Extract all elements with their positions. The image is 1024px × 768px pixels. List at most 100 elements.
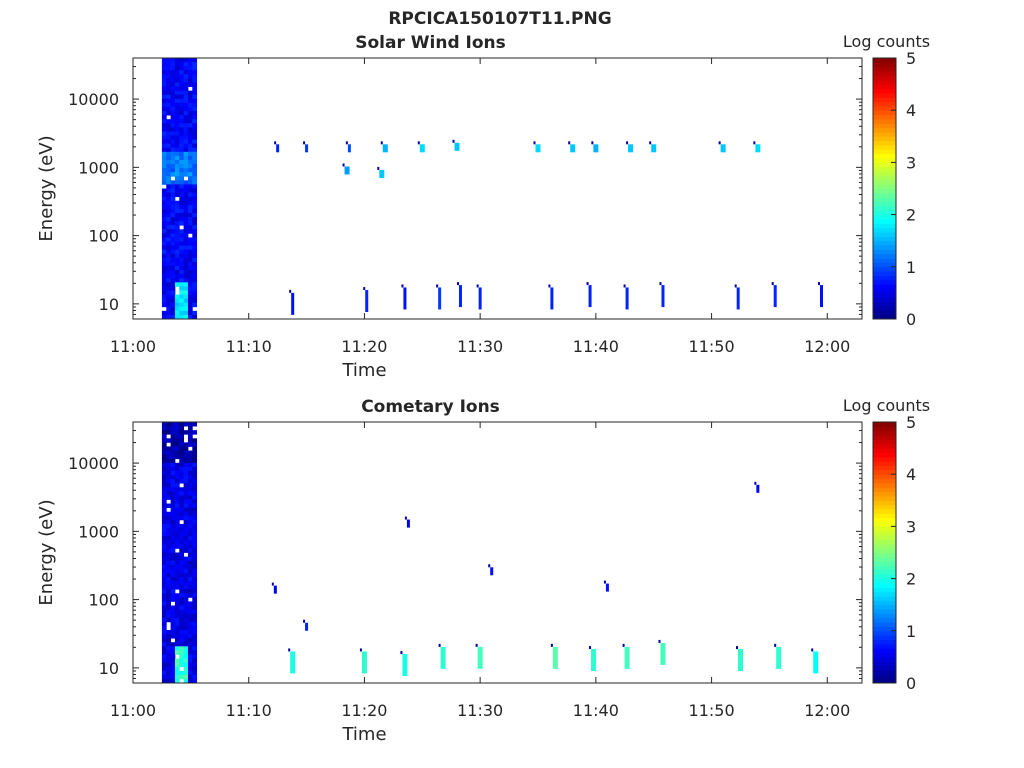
spectrogram-cell [161,638,167,643]
spectrogram-cell [166,646,172,651]
spectrogram-cell [192,646,198,651]
spectrogram-cell [192,139,198,145]
spectrogram-cell [183,589,189,594]
spectrogram-cell [187,581,193,586]
spectrogram-cell [161,511,167,517]
event-fringe [622,643,625,647]
spectrogram-cell [174,294,180,300]
spectrogram-cell [166,151,172,157]
spectrogram-cell [170,229,176,234]
spectrogram-cell [174,212,180,218]
spectrogram-cell [170,164,176,169]
spectrogram-cell [161,208,167,214]
spectrogram-cell [174,200,180,206]
spectrogram-cell [166,172,172,177]
spectrogram-cell [166,233,172,238]
spectrogram-cell [179,78,185,83]
spectrogram-cell [161,196,167,202]
event-fringe [568,141,571,145]
spectrogram-cell [174,237,180,242]
spectrogram-cell [187,662,193,668]
spectrogram-cell [174,241,180,246]
colorbar-step [873,495,896,501]
x-tick-label: 11:50 [689,337,735,356]
spectrogram-cell [183,442,189,447]
spectrogram-cell [183,98,189,104]
spectrogram-cell [183,593,189,598]
spectrogram-cell [170,62,176,67]
spectrogram-cell [179,601,185,606]
spectrogram-cell [170,511,176,517]
spectrogram-cell [161,229,167,234]
spectrogram-cell [187,155,193,161]
spectrogram-cell [174,560,180,566]
spectrogram-cell [179,245,185,251]
colorbar-step [873,62,896,68]
spectrogram-cell [179,212,185,218]
spectrogram-cell [179,576,185,582]
spectrogram-cell [183,495,189,500]
event-fringe [753,141,756,145]
spectrogram-cell [192,241,198,246]
spectrogram-cell [179,294,185,300]
spectrogram-cell [161,470,167,476]
spectrogram-cell [183,212,189,218]
spectrogram-cell [179,90,185,96]
spectrogram-cell [161,666,167,672]
spectrogram-cell [183,638,189,643]
spectrogram-cell [192,552,198,557]
spectrogram-cell [179,58,185,63]
spectrogram-cell [166,662,172,668]
spectrogram-cell [187,217,193,222]
spectrogram-cell [183,62,189,67]
spectrogram-cell [174,192,180,198]
spectrogram-cell [192,274,198,279]
event-mark [440,646,446,669]
spectrogram-cell [183,560,189,566]
spectrogram-cell [183,454,189,460]
spectrogram-cell [183,106,189,112]
spectrogram-cell [174,208,180,214]
spectrogram-cell [166,536,172,541]
spectrogram-cell [179,278,185,283]
spectrogram-cell [166,617,172,623]
event-mark [382,144,388,153]
colorbar-step [873,175,896,181]
colorbar-step [873,279,896,285]
spectrogram-cell [166,540,172,545]
colorbar-step [873,635,896,640]
spectrogram-cell [170,257,176,263]
spectrogram-cell [183,208,189,214]
spectrogram-cell [166,245,172,251]
spectrogram-cell [170,613,176,619]
event-mark [490,567,494,576]
spectrogram-cell [161,180,167,185]
spectrogram-cell [170,237,176,242]
spectrogram-cell [161,94,167,100]
spectrogram-cell [179,629,185,635]
spectrogram-cell [161,78,167,83]
colorbar-step [873,630,896,636]
spectrogram-cell [183,74,189,79]
spectrogram-cell [192,90,198,96]
spectrogram-cell [161,257,167,263]
spectrogram-cell [183,572,189,578]
spectrogram-cell [192,282,198,287]
spectrogram-cell [166,282,172,287]
spectrogram-cell [183,597,189,602]
spectrogram-cell [179,597,185,602]
event-fringe [736,646,738,650]
spectrogram-cell [166,572,172,578]
spectrogram-cell [183,290,189,295]
event-fringe [649,141,652,145]
spectrogram-cell [161,261,167,267]
spectrogram-cell [192,188,198,193]
spectrogram-cell [183,86,189,92]
y-tick-label: 1000 [78,522,119,541]
spectrogram-cell [170,466,176,472]
event-mark [820,285,823,308]
spectrogram-cell [170,98,176,104]
spectrogram-cell [166,143,172,149]
event-mark [454,142,460,151]
spectrogram-cell [187,225,193,230]
